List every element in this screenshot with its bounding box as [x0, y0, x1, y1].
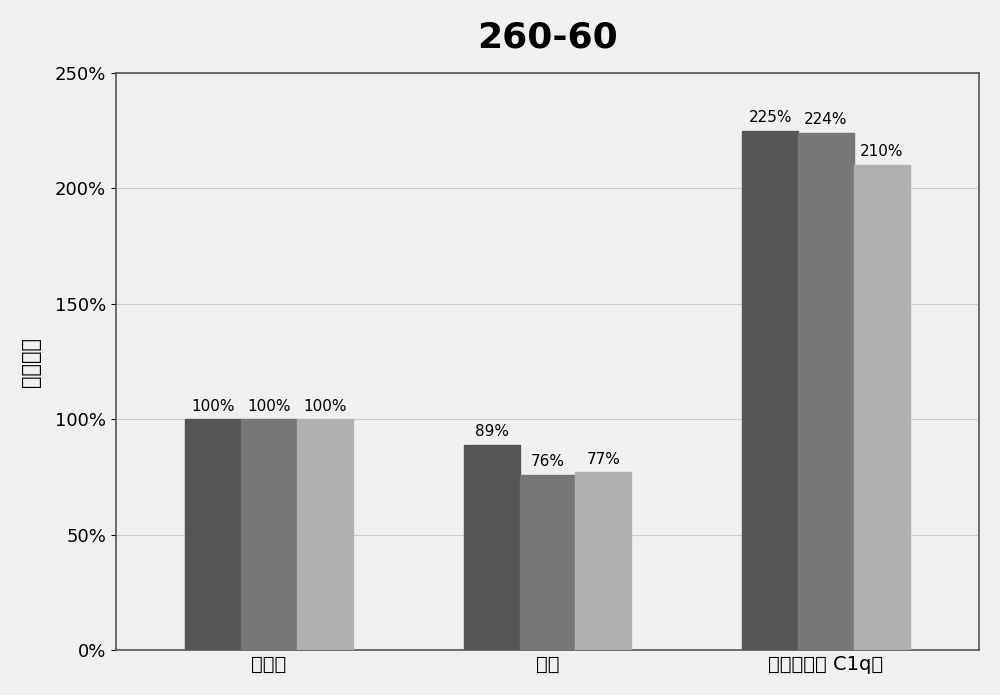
- Text: 77%: 77%: [586, 452, 620, 466]
- Bar: [241, 419, 297, 651]
- Text: 100%: 100%: [303, 398, 346, 414]
- Text: 225%: 225%: [749, 110, 792, 125]
- Bar: [798, 133, 854, 651]
- Text: 100%: 100%: [192, 398, 235, 414]
- Bar: [742, 131, 798, 651]
- Bar: [854, 165, 910, 651]
- Text: 76%: 76%: [530, 454, 564, 469]
- Text: 89%: 89%: [475, 424, 509, 439]
- Bar: [464, 445, 520, 651]
- Bar: [185, 419, 241, 651]
- Text: 100%: 100%: [247, 398, 291, 414]
- Bar: [520, 475, 575, 651]
- Text: 210%: 210%: [860, 145, 903, 159]
- Bar: [575, 473, 631, 651]
- Text: 224%: 224%: [804, 112, 848, 127]
- Bar: [297, 419, 353, 651]
- Title: 260-60: 260-60: [477, 21, 618, 55]
- Y-axis label: 测値变化: 测値变化: [21, 336, 41, 386]
